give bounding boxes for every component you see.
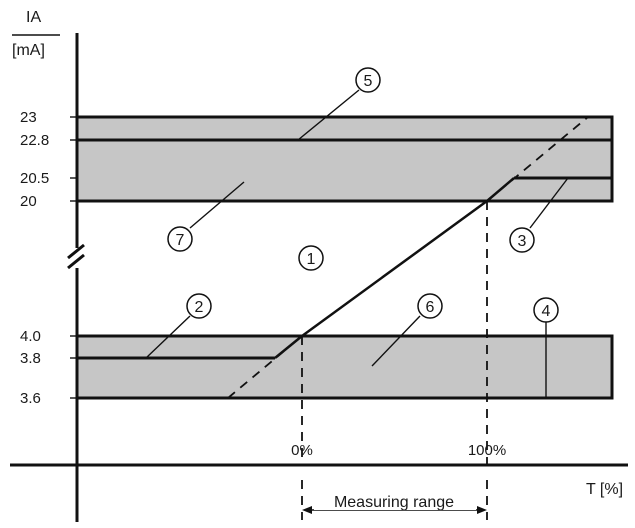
y-tick-label-3-6: 3.6 [20,390,41,407]
y-tick-label-4-0: 4.0 [20,328,41,345]
callout-2: 2 [187,294,211,318]
arrow-head-left [302,506,312,514]
callout-5: 5 [356,68,380,92]
x-tick-label-100: 100% [468,442,506,459]
callout-1-label: 1 [307,251,316,268]
callout-6: 6 [418,294,442,318]
lower-limit-band [77,336,612,398]
callout-6-label: 6 [426,299,435,316]
upper-limit-band [77,117,612,201]
arrow-head-right [477,506,487,514]
y-tick-label-20-5: 20.5 [20,170,49,187]
y-axis-title: IA [26,9,41,26]
measuring-range-label: Measuring range [334,494,454,511]
callout-5-label: 5 [364,73,373,90]
callout-7: 7 [168,227,192,251]
characteristic-line [302,201,487,336]
callout-3: 3 [510,228,534,252]
y-axis-unit: [mA] [12,42,45,59]
callout-4: 4 [534,298,558,322]
callout-4-label: 4 [542,303,551,320]
y-tick-label-23: 23 [20,109,37,126]
x-tick-label-0: 0% [291,442,313,459]
y-tick-label-22-8: 22.8 [20,132,49,149]
callout-1: 1 [299,246,323,270]
callout-7-label: 7 [176,232,185,249]
y-tick-label-3-8: 3.8 [20,350,41,367]
x-axis-title: T [%] [586,481,623,498]
callout-3-label: 3 [518,233,527,250]
y-tick-label-20: 20 [20,193,37,210]
callout-2-label: 2 [195,299,204,316]
